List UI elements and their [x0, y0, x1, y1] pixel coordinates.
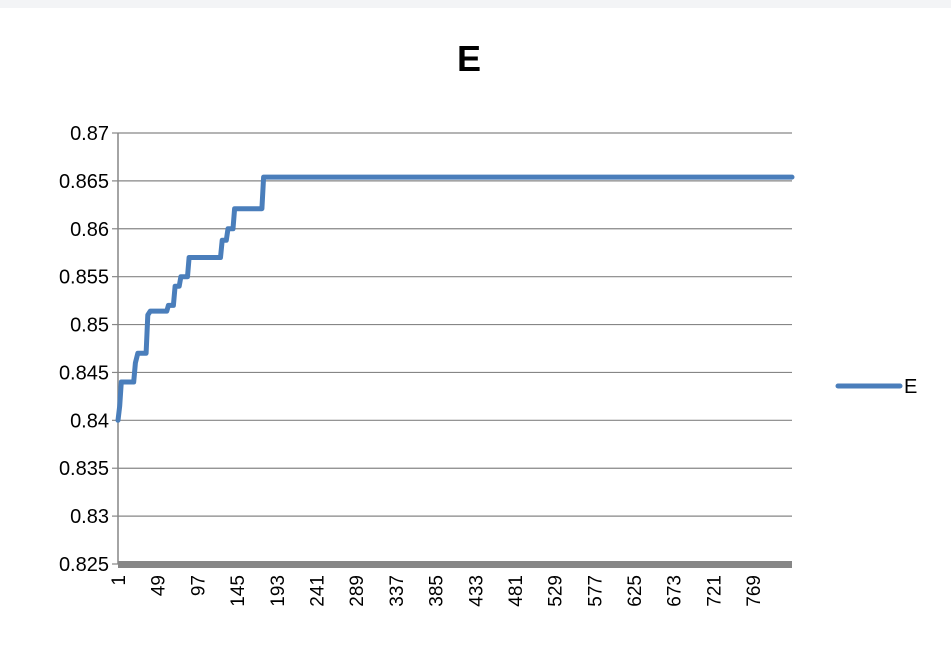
x-tick-label: 97: [188, 575, 209, 596]
y-tick-label: 0.87: [70, 123, 109, 145]
x-tick-label: 385: [427, 575, 448, 607]
y-tick-label: 0.84: [70, 410, 109, 432]
y-tick-label: 0.855: [59, 267, 109, 289]
x-tick-label: 1: [109, 575, 130, 586]
x-tick-label: 241: [307, 575, 328, 607]
x-tick-label: 481: [506, 575, 527, 607]
legend: E: [835, 376, 917, 398]
series-layer: [115, 174, 795, 423]
top-strip: [0, 0, 951, 8]
axes: [112, 132, 792, 568]
y-tick-label: 0.845: [59, 362, 109, 384]
y-tick-label: 0.835: [59, 458, 109, 480]
x-tick-labels: 1 49 97 145 193 241 289 337 385 433 481 529 577 625 67…: [109, 575, 765, 607]
y-tick-label: 0.83: [70, 506, 109, 528]
y-tick-label: 0.865: [59, 171, 109, 193]
gridlines: [118, 132, 792, 517]
x-tick-label: 49: [149, 575, 170, 596]
chart-title: E: [456, 38, 481, 79]
x-tick-label: 673: [665, 575, 686, 607]
y-tick-labels: 0.825 0.83 0.835 0.84 0.845 0.85 0.855 0.86 0.86…: [59, 123, 109, 576]
x-tick-label: 337: [387, 575, 408, 607]
x-tick-label: 193: [268, 575, 289, 607]
x-axis-line: [118, 561, 792, 568]
y-tick-label: 0.825: [59, 554, 109, 576]
y-tick-label: 0.86: [70, 219, 109, 241]
x-tick-label: 433: [466, 575, 487, 607]
legend-label: E: [904, 376, 917, 398]
series-line-E: [115, 174, 795, 423]
y-tick-label: 0.85: [70, 315, 109, 337]
x-tick-label: 577: [585, 575, 606, 607]
x-tick-label: 145: [228, 575, 249, 607]
x-tick-label: 769: [744, 575, 765, 607]
x-tick-label: 721: [704, 575, 725, 607]
x-tick-label: 529: [546, 575, 567, 607]
x-tick-label: 625: [625, 575, 646, 607]
x-tick-label: 289: [347, 575, 368, 607]
